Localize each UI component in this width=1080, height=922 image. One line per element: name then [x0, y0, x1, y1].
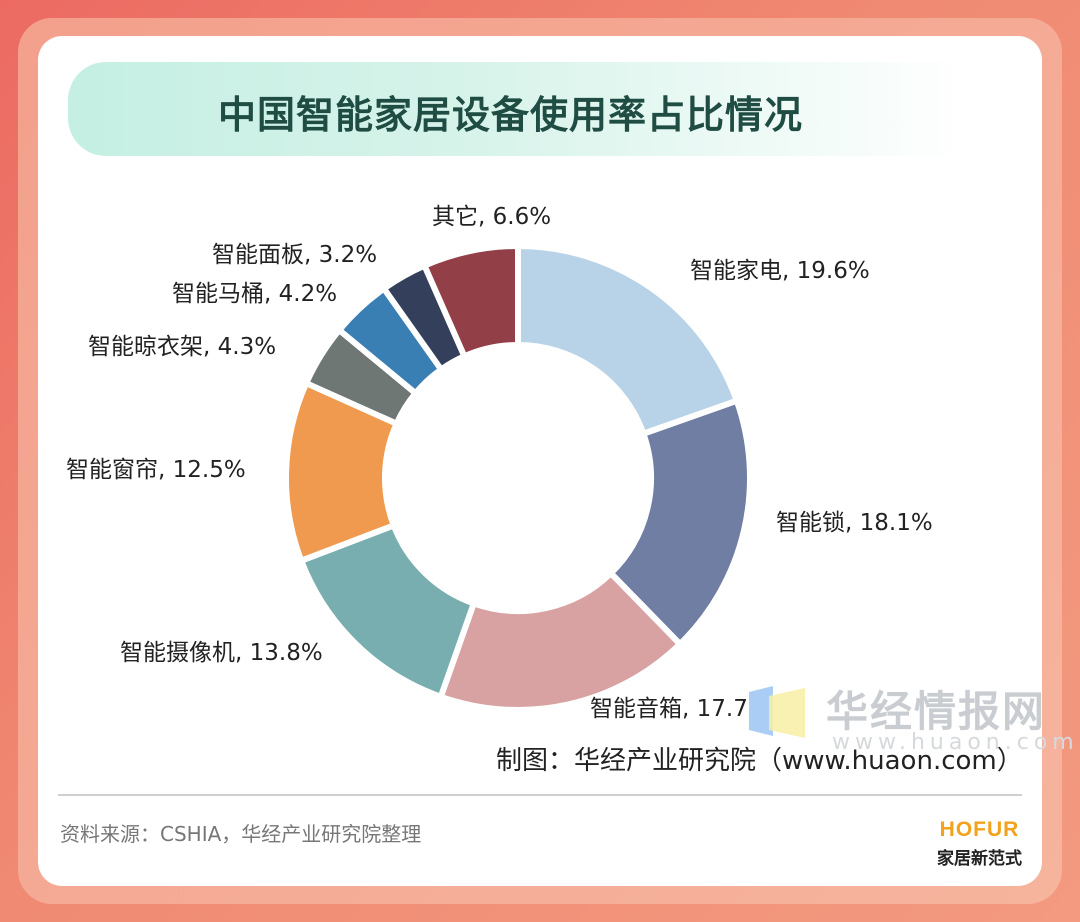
watermark-logo-icon [745, 682, 809, 746]
slice-label-1: 智能家电, 19.6% [690, 258, 870, 284]
brand-logo: HOFUR 家居新范式 [937, 818, 1022, 869]
donut-slice-3 [437, 570, 683, 713]
slice-label-6: 智能晾衣架, 4.3% [88, 334, 276, 360]
donut-slice-1 [515, 243, 740, 437]
slice-label-5: 智能窗帘, 12.5% [66, 457, 246, 483]
donut-slice-9 [421, 243, 521, 360]
brand-name-en: HOFUR [939, 818, 1020, 841]
slice-label-9: 其它, 6.6% [432, 204, 551, 230]
chart-credit: 制图：华经产业研究院（www.huaon.com） [496, 746, 1023, 776]
slice-label-2: 智能锁, 18.1% [776, 510, 933, 536]
title-banner [68, 62, 968, 156]
slice-label-4: 智能摄像机, 13.8% [120, 640, 323, 666]
brand-name-cn: 家居新范式 [937, 849, 1022, 869]
donut-slice-2 [607, 397, 753, 648]
slice-label-8: 智能面板, 3.2% [212, 242, 377, 268]
watermark-url: www.huaon.com [832, 730, 1079, 755]
slice-label-3: 智能音箱, 17.7% [590, 696, 770, 722]
chart-card [38, 36, 1042, 886]
chart-title: 中国智能家居设备使用率占比情况 [218, 93, 804, 137]
footer-divider [58, 794, 1022, 796]
slice-label-7: 智能马桶, 4.2% [172, 281, 337, 307]
data-source: 资料来源：CSHIA，华经产业研究院整理 [60, 822, 422, 846]
watermark-name: 华经情报网 [826, 687, 1047, 736]
